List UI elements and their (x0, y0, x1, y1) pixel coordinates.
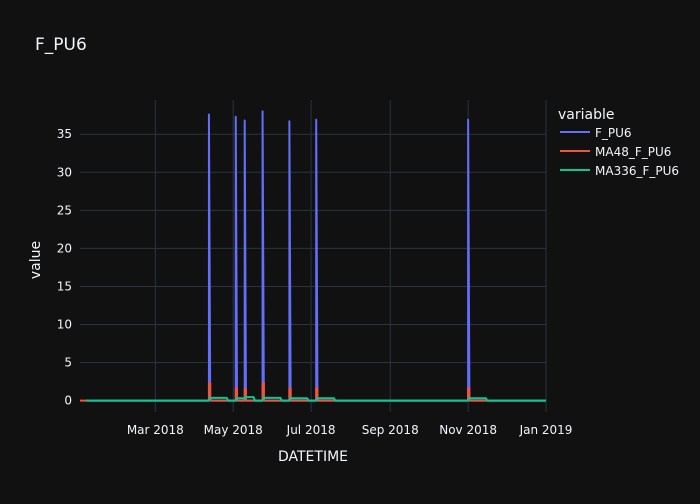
series-line-ma336-f-pu6 (86, 396, 546, 402)
y-tick-label: 5 (64, 356, 72, 370)
series-layer (80, 110, 546, 402)
legend-label: MA336_F_PU6 (595, 164, 679, 178)
legend-item[interactable]: F_PU6 (560, 126, 632, 140)
y-tick-label: 0 (64, 394, 72, 408)
tick-layer: 0 5 10 15 20 25 30 35 Mar 2018 May 2018 Jul 2018 Se… (57, 127, 573, 437)
x-tick-label: Nov 2018 (439, 423, 497, 437)
y-tick-label: 30 (57, 165, 72, 179)
y-tick-label: 10 (57, 317, 72, 331)
series-line-ma48-f-pu6 (80, 382, 546, 402)
x-tick-label: Jan 2019 (519, 423, 573, 437)
x-tick-label: May 2018 (204, 423, 263, 437)
y-tick-label: 25 (57, 203, 72, 217)
legend[interactable]: variable F_PU6 MA48_F_PU6 MA336_F_PU6 (558, 107, 679, 178)
x-tick-label: Mar 2018 (127, 423, 184, 437)
x-tick-label: Sep 2018 (362, 423, 419, 437)
y-axis-title: value (28, 241, 44, 279)
legend-item[interactable]: MA48_F_PU6 (560, 145, 671, 159)
legend-title: variable (558, 107, 614, 123)
legend-label: MA48_F_PU6 (595, 145, 671, 159)
x-tick-label: Jul 2018 (286, 423, 336, 437)
y-tick-label: 20 (57, 241, 72, 255)
y-tick-label: 15 (57, 279, 72, 293)
legend-item[interactable]: MA336_F_PU6 (560, 164, 679, 178)
legend-items: F_PU6 MA48_F_PU6 MA336_F_PU6 (560, 126, 679, 178)
legend-label: F_PU6 (595, 126, 632, 140)
x-axis-title: DATETIME (278, 449, 348, 465)
chart-title: F_PU6 (35, 35, 87, 55)
y-tick-label: 35 (57, 127, 72, 141)
